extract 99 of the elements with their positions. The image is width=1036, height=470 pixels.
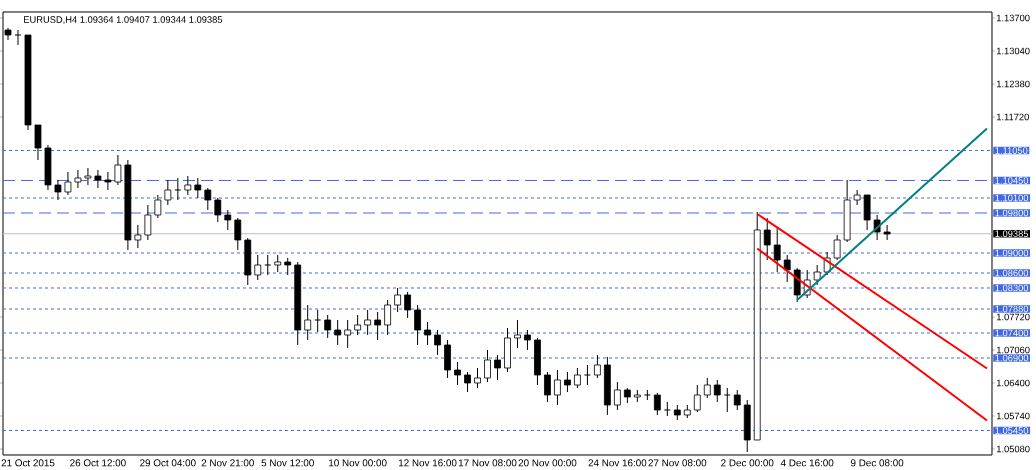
candlestick <box>204 187 212 211</box>
ref-line-label: 1.07880 <box>995 305 1029 313</box>
y-tick-label: 1.13040 <box>996 47 1030 55</box>
candlestick <box>404 291 411 319</box>
candlestick <box>494 354 501 381</box>
ref-line-label: 1.11050 <box>995 147 1028 154</box>
x-tick-label: 10 Nov 00:00 <box>329 459 387 467</box>
candlestick <box>434 329 441 356</box>
candlestick <box>224 209 232 231</box>
x-tick-label: 20 Nov 00:00 <box>518 459 577 467</box>
candlestick <box>594 354 601 379</box>
candlestick <box>114 154 122 186</box>
candlestick <box>164 179 172 206</box>
candlestick <box>134 224 142 249</box>
y-tick-label: 1.12380 <box>996 80 1030 88</box>
candlestick <box>544 371 551 403</box>
candlestick <box>514 319 521 349</box>
y-tick-label: 1.07060 <box>996 346 1030 354</box>
candlestick <box>234 217 242 251</box>
candlestick <box>264 254 272 276</box>
candlestick <box>94 169 102 189</box>
ref-line-label: 1.10100 <box>995 194 1029 202</box>
candlestick <box>194 177 202 199</box>
candlestick <box>583 364 591 386</box>
candlestick <box>554 369 561 406</box>
candlestick <box>783 254 791 283</box>
y-tick-label: 1.06400 <box>996 379 1030 387</box>
candlestick <box>184 175 192 196</box>
candlestick <box>304 304 312 341</box>
candlestick <box>84 167 92 186</box>
ref-line-label: 1.09800 <box>995 209 1029 217</box>
candlestick <box>524 329 531 351</box>
candlestick <box>564 371 571 393</box>
candlestick <box>424 321 431 346</box>
candlestick <box>414 304 421 346</box>
ref-line-label: 1.09000 <box>995 249 1029 257</box>
candlestick <box>833 234 841 261</box>
candlestick <box>713 379 721 403</box>
candlestick <box>454 361 461 386</box>
candlestick <box>74 169 82 189</box>
ref-line-label: 1.09385 <box>995 230 1029 238</box>
candlestick <box>853 189 861 206</box>
x-tick-label: 4 Dec 16:00 <box>780 459 834 467</box>
y-tick-label: 1.07720 <box>996 313 1030 321</box>
ref-line-label: 1.05450 <box>995 427 1029 434</box>
candlestick <box>484 349 491 383</box>
candlestick <box>314 309 322 333</box>
candlestick <box>653 392 661 416</box>
candlestick <box>64 171 72 196</box>
candlestick <box>344 319 352 349</box>
candlestick <box>254 254 262 281</box>
x-tick-label: 2 Dec 00:00 <box>721 459 774 467</box>
candlestick <box>364 309 372 336</box>
x-tick-label: 17 Nov 08:00 <box>458 459 517 467</box>
x-tick-label: 9 Dec 08:00 <box>850 459 904 467</box>
ref-line-label: 1.07400 <box>995 329 1029 337</box>
candlestick <box>384 299 392 336</box>
y-tick-label: 1.13700 <box>996 14 1030 22</box>
candlestick <box>154 194 162 219</box>
y-tick-label: 1.05080 <box>996 445 1030 453</box>
candlestick <box>474 367 481 389</box>
x-tick-label: 5 Nov 12:00 <box>261 459 314 467</box>
candlestick <box>144 204 152 241</box>
x-tick-label: 24 Nov 16:00 <box>588 459 647 467</box>
candlestick <box>324 314 332 339</box>
ref-line-label: 1.08600 <box>995 269 1029 277</box>
x-tick-label: 29 Oct 04:00 <box>140 459 196 467</box>
ref-line-label: 1.08300 <box>995 284 1029 292</box>
x-tick-label: 2 Nov 21:00 <box>201 459 254 467</box>
candlestick <box>334 319 342 346</box>
candlestick <box>34 124 42 161</box>
x-tick-label: 27 Nov 08:00 <box>648 459 707 467</box>
candlestick <box>374 311 382 341</box>
candlestick <box>613 381 621 411</box>
candlestick <box>883 224 891 241</box>
candlestick <box>54 179 62 201</box>
x-tick-label: 12 Nov 16:00 <box>398 459 457 467</box>
candlestick <box>174 177 182 201</box>
x-tick-label: 21 Oct 2015 <box>1 459 55 467</box>
candlestick <box>723 387 731 413</box>
candlestick <box>394 287 401 313</box>
chart-title: EURUSD,H4 1.09364 1.09407 1.09344 1.09385 <box>24 16 223 24</box>
ref-line-label: 1.10450 <box>995 177 1029 184</box>
candlestick <box>763 217 771 261</box>
candlestick <box>693 384 701 413</box>
candlestick <box>214 197 222 223</box>
candlestick <box>813 264 821 286</box>
candlestick <box>104 171 112 191</box>
candlestick <box>773 227 781 273</box>
x-tick-label: 26 Oct 12:00 <box>70 459 126 467</box>
candlestick <box>14 29 22 46</box>
candlestick <box>464 371 471 393</box>
y-tick-label: 1.05740 <box>996 412 1030 420</box>
candlestick <box>703 377 711 399</box>
candlestick <box>733 389 741 411</box>
y-tick-label: 1.11720 <box>996 113 1029 121</box>
candlestick <box>574 367 581 389</box>
candlestick <box>354 314 362 336</box>
ref-line-label: 1.06900 <box>995 354 1029 362</box>
